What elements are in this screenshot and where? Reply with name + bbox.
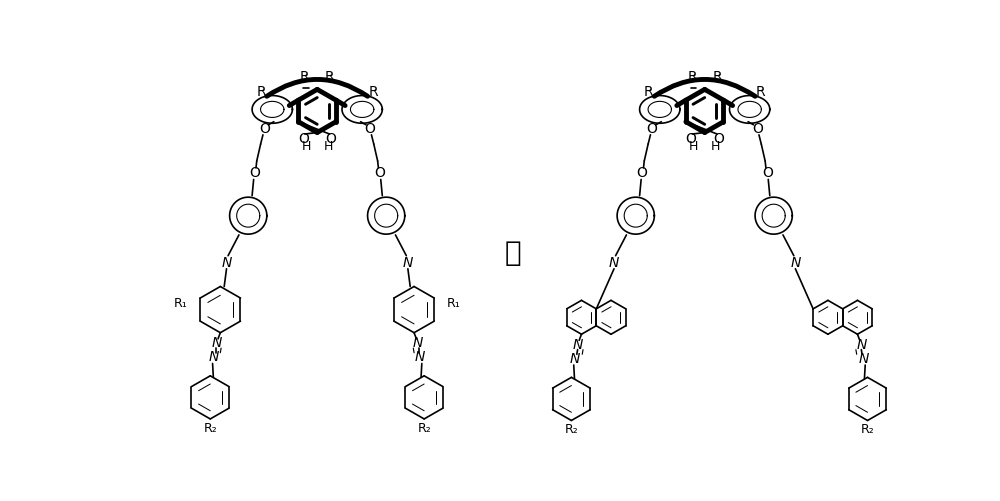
Text: R: R [368, 86, 378, 100]
Text: N: N [858, 352, 869, 366]
Text: N: N [570, 352, 580, 366]
Text: O: O [762, 166, 773, 180]
Text: O: O [298, 132, 309, 146]
Text: R: R [712, 70, 722, 84]
Text: H: H [323, 140, 333, 153]
Text: R: R [644, 86, 654, 100]
Text: N: N [790, 257, 801, 271]
Text: N: N [209, 350, 219, 364]
Text: O: O [647, 122, 657, 136]
Text: N: N [415, 350, 425, 364]
Text: R: R [756, 86, 765, 100]
Text: O: O [636, 166, 647, 180]
Text: N: N [403, 257, 413, 271]
Text: R₁: R₁ [174, 297, 188, 310]
Text: R: R [687, 70, 697, 84]
Text: H: H [711, 140, 720, 153]
Text: O: O [375, 166, 385, 180]
Text: N: N [221, 257, 232, 271]
Text: O: O [685, 132, 696, 146]
Text: N: N [856, 338, 867, 352]
Text: O: O [259, 122, 270, 136]
Text: N: N [211, 337, 222, 351]
Text: R: R [325, 70, 334, 84]
Text: R: R [257, 86, 266, 100]
Text: H: H [689, 140, 699, 153]
Text: H: H [302, 140, 311, 153]
Text: N: N [413, 337, 423, 351]
Text: R₂: R₂ [203, 422, 217, 435]
Text: N: N [609, 257, 619, 271]
Text: 或: 或 [504, 239, 521, 268]
Text: R₂: R₂ [861, 423, 874, 436]
Text: O: O [752, 122, 763, 136]
Text: R: R [300, 70, 310, 84]
Text: O: O [326, 132, 337, 146]
Text: R₁: R₁ [447, 297, 460, 310]
Text: R₂: R₂ [417, 422, 431, 435]
Text: N: N [572, 338, 583, 352]
Text: O: O [249, 166, 260, 180]
Text: O: O [713, 132, 724, 146]
Text: R₂: R₂ [565, 423, 578, 436]
Text: O: O [364, 122, 375, 136]
